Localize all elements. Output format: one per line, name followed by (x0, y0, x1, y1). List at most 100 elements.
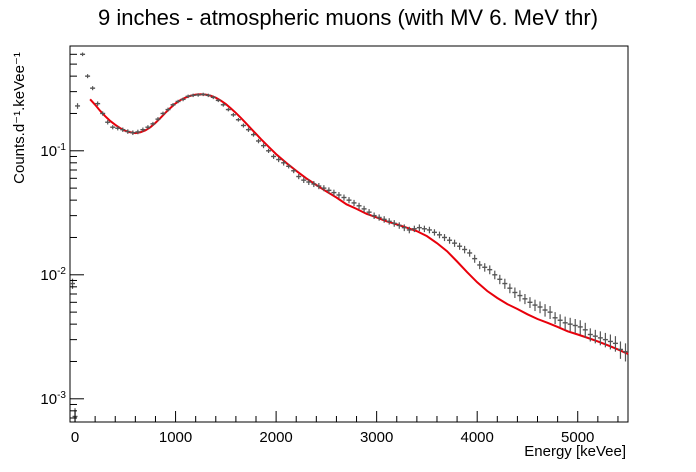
data-point (391, 220, 397, 227)
data-point (431, 229, 437, 236)
y-tick-label: 10-2 (40, 266, 66, 284)
data-point (261, 143, 267, 149)
data-point (195, 93, 201, 97)
axes-layer: 0 1000 2000 3000 4000 5000 10-1 10-2 10-3 (40, 53, 619, 446)
data-point (200, 92, 206, 97)
data-point (532, 299, 538, 312)
data-point (245, 127, 251, 132)
data-point (215, 98, 221, 103)
data-point (552, 312, 558, 325)
data-point (371, 212, 377, 219)
data-point (316, 182, 322, 190)
data-point (527, 297, 533, 308)
data-point (165, 107, 171, 112)
data-point (436, 231, 442, 239)
data-point (170, 102, 176, 107)
data-point (607, 334, 613, 350)
data-point (296, 173, 302, 180)
data-point (487, 265, 493, 275)
chart-title: 9 inches - atmospheric muons (with MV 6.… (98, 5, 598, 30)
data-point (115, 126, 121, 131)
data-point (612, 336, 618, 352)
data-point (271, 154, 277, 159)
data-point (462, 245, 468, 254)
data-point (326, 187, 332, 194)
data-point (80, 52, 86, 57)
data-point (190, 93, 196, 98)
data-point (452, 239, 458, 247)
data-point (577, 320, 583, 335)
data-point (205, 93, 211, 98)
data-point (356, 202, 362, 210)
data-point (331, 189, 337, 196)
data-point (567, 317, 573, 332)
data-point (130, 130, 136, 136)
data-point (366, 209, 372, 216)
data-point (180, 97, 186, 102)
x-tick-label: 2000 (259, 429, 292, 446)
data-point (602, 332, 608, 348)
data-point (321, 185, 327, 192)
fit-curve-layer (89, 93, 629, 355)
data-point (100, 111, 106, 116)
data-point (240, 123, 246, 128)
data-point (442, 234, 448, 242)
data-point (381, 216, 387, 223)
data-point (225, 107, 231, 112)
data-point (145, 125, 151, 130)
data-point (95, 101, 101, 106)
data-point (90, 86, 96, 91)
data-point (411, 225, 417, 233)
data-point (120, 127, 126, 132)
data-point (346, 197, 352, 204)
data-point (256, 138, 262, 144)
data-point (386, 218, 392, 225)
data-point (266, 148, 272, 153)
data-point (592, 329, 598, 344)
data-point (150, 121, 156, 126)
data-point (542, 304, 548, 317)
data-point (135, 129, 141, 135)
plot-frame (69, 45, 629, 423)
data-point (361, 205, 367, 213)
y-axis-label: Counts.d⁻¹.keVee⁻¹ (11, 52, 28, 184)
data-point (447, 236, 453, 244)
data-point (75, 103, 81, 109)
data-point (512, 287, 518, 298)
x-tick-label: 1000 (159, 429, 192, 446)
data-point (421, 225, 427, 233)
data-point (522, 294, 528, 305)
data-point (301, 177, 307, 183)
data-point (376, 214, 382, 221)
data-point (472, 254, 478, 263)
data-point (175, 99, 181, 104)
data-point (547, 306, 553, 320)
data-point (336, 192, 342, 199)
data-point (537, 301, 543, 314)
data-point (572, 319, 578, 333)
x-tick-label: 4000 (461, 429, 494, 446)
data-point (396, 222, 402, 229)
data-point (351, 199, 357, 207)
data-point (250, 132, 256, 137)
y-tick-label: 10-1 (40, 142, 66, 160)
data-point (311, 181, 317, 188)
data-point (220, 102, 226, 107)
data-point (457, 242, 463, 250)
data-point (426, 226, 432, 234)
data-point (125, 129, 131, 134)
data-point (110, 125, 116, 130)
fit-curve (89, 93, 629, 355)
data-point (286, 164, 292, 169)
data-point (622, 343, 628, 362)
data-point (502, 278, 508, 289)
data-point (467, 249, 473, 257)
data-point (582, 322, 588, 338)
data-point (517, 290, 523, 302)
data-point (497, 274, 503, 285)
data-point (276, 157, 282, 163)
data-points-layer (70, 52, 628, 422)
data-point (341, 194, 347, 201)
data-point (105, 120, 111, 125)
